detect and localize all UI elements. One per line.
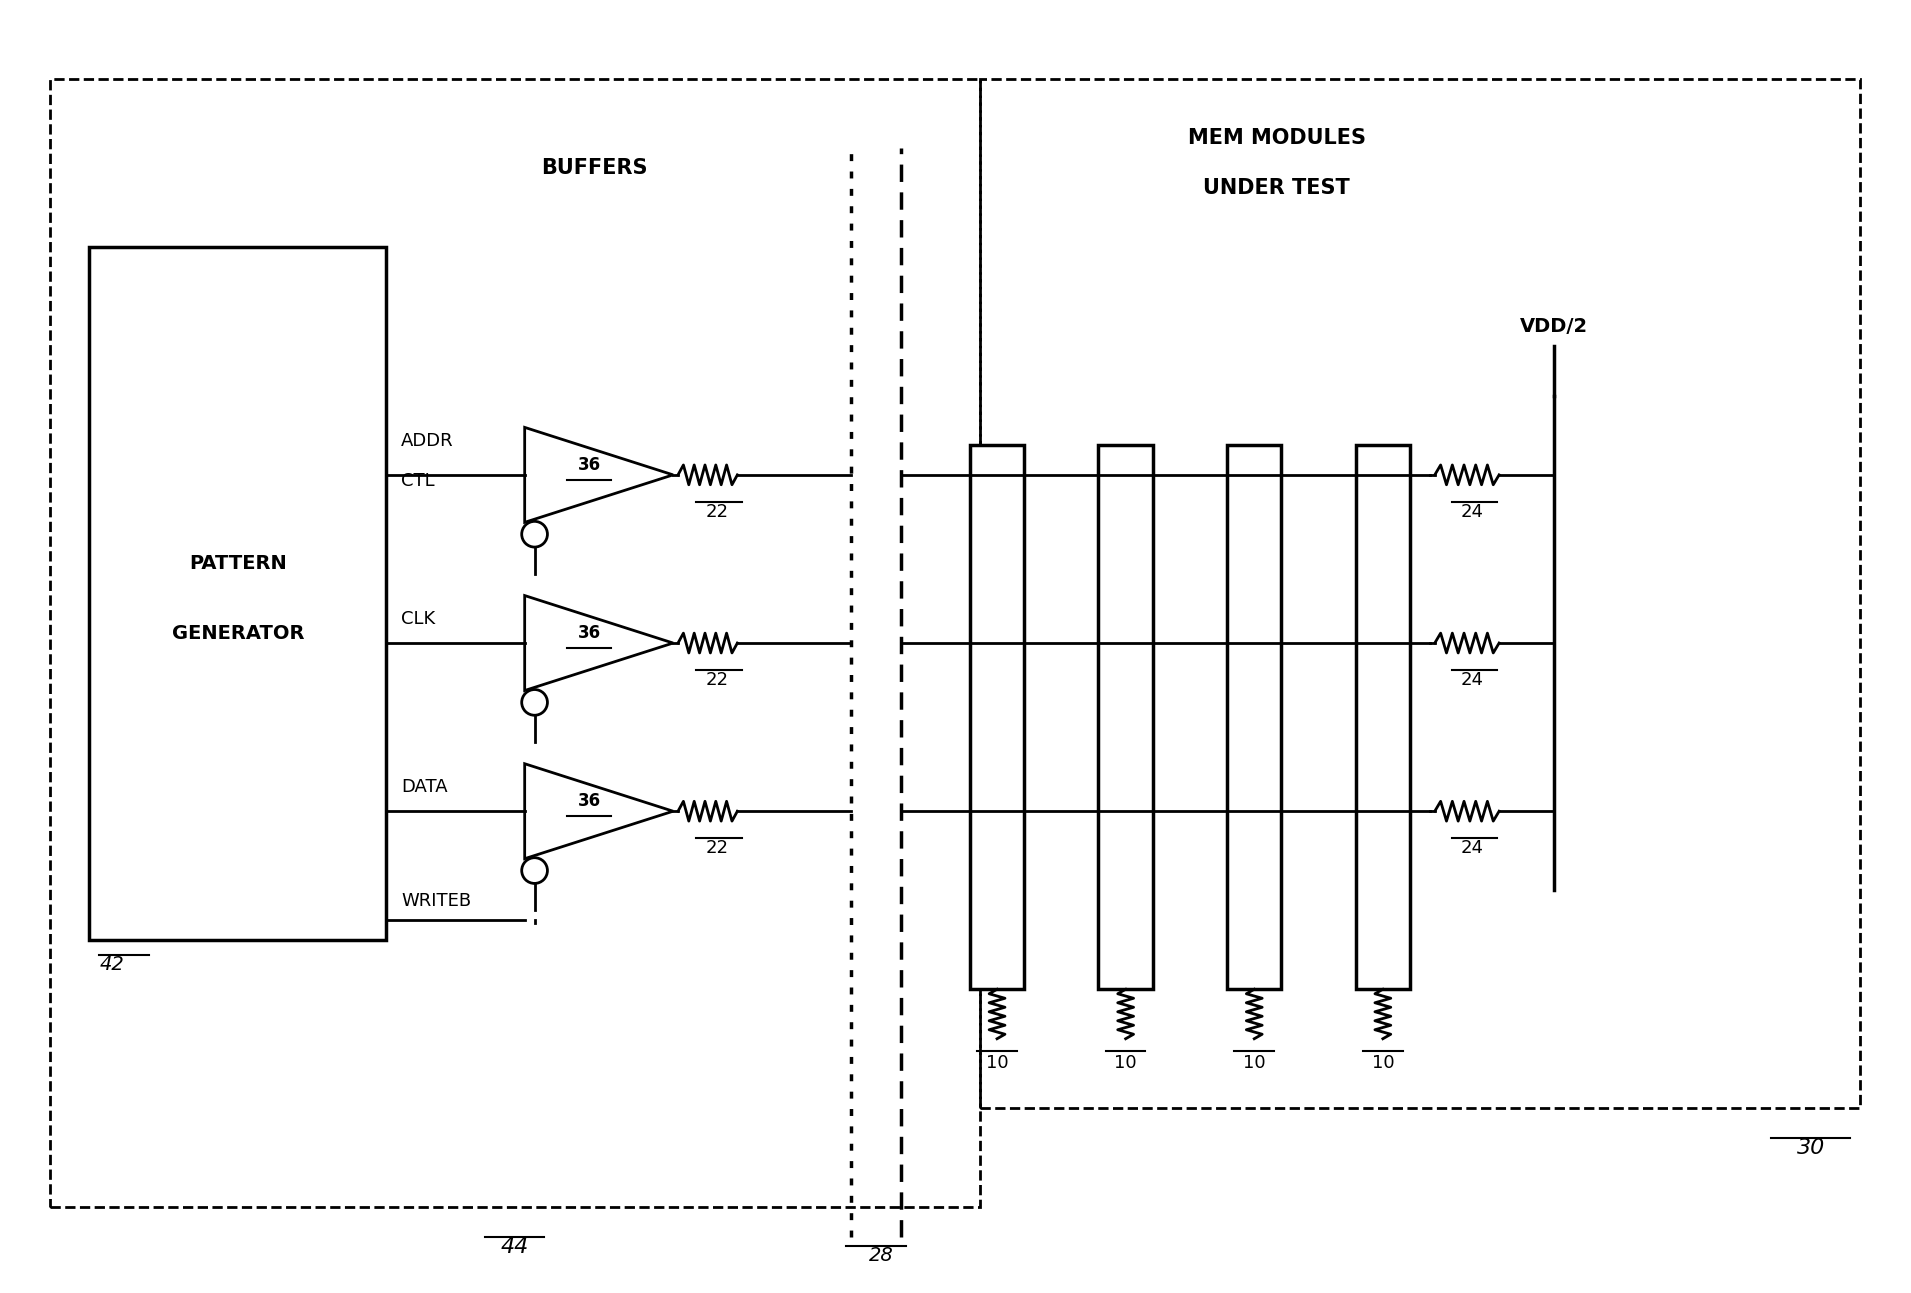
- Text: 24: 24: [1460, 839, 1483, 857]
- Text: VDD/2: VDD/2: [1519, 317, 1588, 336]
- Text: ADDR: ADDR: [401, 432, 453, 450]
- Text: 10: 10: [1242, 1054, 1265, 1072]
- Text: CLK: CLK: [401, 610, 436, 628]
- Text: 24: 24: [1460, 671, 1483, 689]
- Text: 28: 28: [868, 1246, 892, 1266]
- Text: 10: 10: [1372, 1054, 1395, 1072]
- Bar: [50, 79, 980, 1206]
- Text: 36: 36: [577, 456, 600, 475]
- Text: 22: 22: [705, 839, 730, 857]
- Text: 22: 22: [705, 671, 730, 689]
- Bar: [1099, 445, 1152, 989]
- Text: 10: 10: [986, 1054, 1009, 1072]
- Text: 42: 42: [99, 954, 124, 974]
- Text: MEM MODULES: MEM MODULES: [1187, 128, 1366, 149]
- Text: GENERATOR: GENERATOR: [172, 623, 304, 643]
- Text: BUFFERS: BUFFERS: [541, 158, 648, 178]
- Bar: [90, 247, 386, 940]
- Text: CTL: CTL: [401, 472, 434, 490]
- Text: 10: 10: [1114, 1054, 1137, 1072]
- Bar: [980, 79, 1859, 1108]
- Text: PATTERN: PATTERN: [189, 555, 287, 573]
- Bar: [1227, 445, 1282, 989]
- Text: UNDER TEST: UNDER TEST: [1204, 178, 1349, 198]
- Text: WRITEB: WRITEB: [401, 892, 472, 910]
- Text: 36: 36: [577, 625, 600, 643]
- Bar: [971, 445, 1024, 989]
- Text: 44: 44: [501, 1236, 529, 1257]
- Bar: [1355, 445, 1410, 989]
- Text: 36: 36: [577, 793, 600, 811]
- Text: DATA: DATA: [401, 778, 447, 796]
- Text: 22: 22: [705, 503, 730, 521]
- Text: 24: 24: [1460, 503, 1483, 521]
- Text: 30: 30: [1796, 1138, 1825, 1157]
